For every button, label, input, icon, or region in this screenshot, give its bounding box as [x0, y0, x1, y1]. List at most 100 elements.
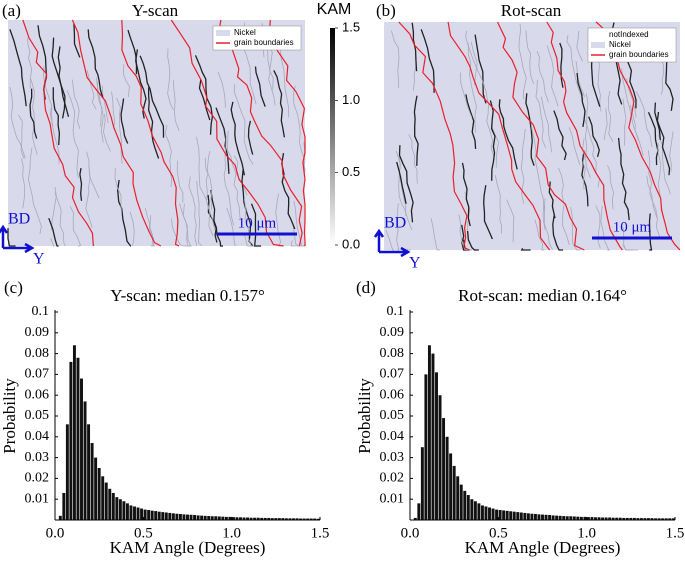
- bar: [565, 516, 569, 520]
- x-tick-label: 0.5: [489, 525, 508, 541]
- grain-boundary: [398, 21, 470, 251]
- bar: [83, 401, 87, 520]
- colorbar-tick-label: 1.5: [342, 19, 360, 34]
- x-tick-label: 0.0: [401, 525, 420, 541]
- bar: [267, 517, 271, 520]
- legend-swatch: [591, 32, 605, 38]
- colorbar-tick-label: 1.0: [342, 92, 360, 107]
- bar: [551, 515, 555, 520]
- grain-boundary: [121, 19, 180, 247]
- kam-feature: [139, 55, 165, 138]
- y-tick-label: 0.09: [380, 325, 405, 340]
- bar: [445, 436, 449, 520]
- kam-feature: [465, 94, 477, 149]
- bar: [456, 476, 460, 520]
- kam-feature: [543, 205, 553, 251]
- bar: [87, 424, 91, 520]
- kam-feature: [117, 179, 132, 247]
- legend-label: grain boundaries: [609, 50, 669, 59]
- map-title: Rot-scan: [501, 1, 562, 20]
- legend-label: notIndexed: [609, 30, 649, 39]
- bar: [150, 510, 154, 520]
- bar: [161, 512, 165, 520]
- bar: [629, 517, 633, 520]
- bar: [292, 518, 295, 520]
- bar: [182, 514, 186, 520]
- kam-feature: [494, 175, 502, 234]
- kam-feature: [461, 162, 471, 227]
- bar: [488, 507, 491, 520]
- kam-feature: [595, 205, 601, 249]
- kam-feature: [535, 79, 547, 149]
- bar: [544, 514, 548, 520]
- kam-feature: [51, 186, 57, 231]
- kam-feature: [398, 145, 414, 223]
- bar: [111, 492, 115, 520]
- grain-boundary: [268, 19, 306, 246]
- bar: [579, 516, 583, 520]
- kam-feature: [268, 45, 274, 90]
- bar: [125, 503, 129, 520]
- kam-feature: [486, 103, 494, 157]
- bar: [178, 513, 182, 520]
- kam-feature: [603, 108, 608, 140]
- kam-feature: [127, 29, 138, 75]
- kam-feature: [536, 51, 549, 103]
- bar: [495, 509, 499, 520]
- kam-feature: [79, 167, 83, 201]
- bar: [541, 514, 544, 520]
- bar: [491, 508, 495, 520]
- y-tick-label: 0.06: [25, 387, 50, 402]
- bar: [249, 517, 253, 520]
- kam-feature: [95, 77, 104, 143]
- panel-label: (d): [356, 278, 376, 297]
- bar: [260, 517, 264, 520]
- kam-feature: [69, 206, 82, 247]
- y-tick-label: 0.03: [380, 450, 405, 465]
- kam-feature: [408, 134, 418, 184]
- bar: [601, 517, 605, 520]
- bar: [562, 516, 566, 520]
- y-tick-label: 0.07: [380, 367, 405, 382]
- kam-feature: [196, 136, 207, 201]
- kam-feature: [568, 127, 581, 165]
- bar: [313, 518, 317, 520]
- y-tick-label: 0.03: [25, 450, 50, 465]
- bar: [604, 517, 608, 520]
- kam-feature: [548, 181, 556, 219]
- kam-feature: [164, 124, 173, 187]
- bar: [196, 515, 200, 520]
- kam-feature: [30, 79, 38, 155]
- kam-feature: [54, 192, 66, 247]
- kam-feature: [86, 151, 100, 199]
- bar: [625, 517, 629, 520]
- map-texture: [385, 21, 681, 251]
- bar: [246, 517, 250, 520]
- kam-feature: [66, 90, 79, 179]
- colorbar-label: KAM: [317, 1, 352, 18]
- kam-feature: [247, 120, 254, 155]
- kam-feature: [57, 46, 70, 117]
- kam-feature: [50, 237, 55, 247]
- bar: [154, 511, 158, 520]
- kam-feature: [273, 70, 286, 138]
- colorbar: [330, 28, 335, 245]
- bar: [242, 517, 246, 520]
- bar: [643, 518, 647, 520]
- bar: [576, 516, 580, 520]
- bar: [157, 511, 161, 520]
- bar: [466, 495, 470, 520]
- bar: [228, 516, 232, 520]
- kam-feature: [570, 207, 581, 251]
- bar: [594, 517, 597, 520]
- bar: [80, 378, 83, 520]
- kam-feature: [621, 68, 644, 156]
- kam-feature: [489, 100, 496, 181]
- grain-boundary: [218, 19, 303, 247]
- bar: [140, 508, 144, 520]
- bar: [133, 506, 136, 520]
- bar: [270, 518, 274, 520]
- bar: [316, 518, 320, 520]
- bar: [452, 465, 456, 520]
- bar: [129, 505, 133, 520]
